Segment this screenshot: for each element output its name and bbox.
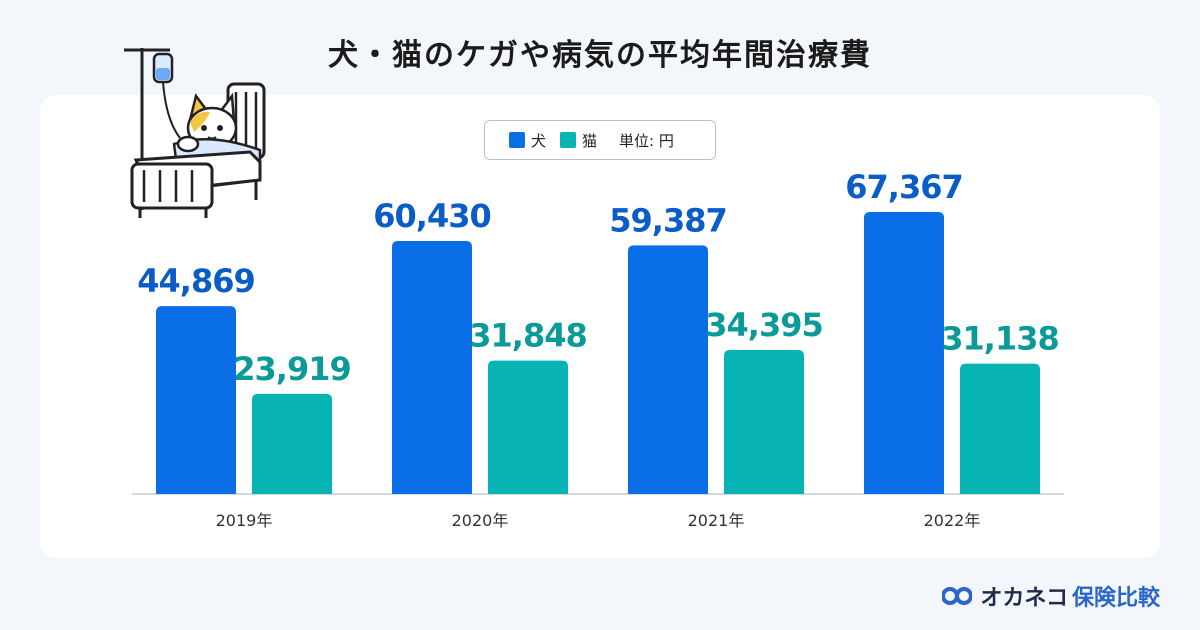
data-label-dog-2: 59,387 <box>609 201 726 239</box>
x-tick-label-3: 2022年 <box>924 511 981 530</box>
bar-dog-1 <box>392 241 472 494</box>
chart-legend: 犬 猫 単位: 円 <box>484 120 716 160</box>
legend-dog-label: 犬 <box>531 131 547 150</box>
bar-dog-0 <box>156 306 236 494</box>
data-label-cat-0: 23,919 <box>233 350 350 388</box>
brand-service: 保険比較 <box>1071 586 1160 611</box>
data-label-cat-3: 31,138 <box>941 320 1058 358</box>
sick-cat-illustration <box>124 48 266 218</box>
chart-title: 犬・猫のケガや病気の平均年間治療費 <box>328 38 872 73</box>
legend-cat-label: 猫 <box>582 131 598 150</box>
legend-unit: 単位: 円 <box>619 131 674 150</box>
brand-logo: オカネコ 保険比較 <box>942 580 1160 612</box>
x-tick-label-1: 2020年 <box>452 511 509 530</box>
x-tick-label-2: 2021年 <box>688 511 745 530</box>
brand-mark-icon <box>942 587 973 605</box>
brand-name: オカネコ <box>980 586 1068 611</box>
bar-dog-3 <box>864 212 944 494</box>
bar-cat-2 <box>724 350 804 494</box>
dog-swatch <box>509 132 525 148</box>
data-label-cat-1: 31,848 <box>469 317 586 355</box>
bar-cat-1 <box>488 360 568 494</box>
data-label-dog-3: 67,367 <box>845 168 962 206</box>
data-label-dog-1: 60,430 <box>373 197 490 235</box>
data-label-cat-2: 34,395 <box>705 306 822 344</box>
cat-swatch <box>560 132 577 148</box>
data-label-dog-0: 44,869 <box>137 262 254 300</box>
x-tick-label-0: 2019年 <box>216 511 273 530</box>
bar-dog-2 <box>628 245 708 494</box>
bar-cat-3 <box>960 363 1040 494</box>
bar-cat-0 <box>252 393 332 494</box>
